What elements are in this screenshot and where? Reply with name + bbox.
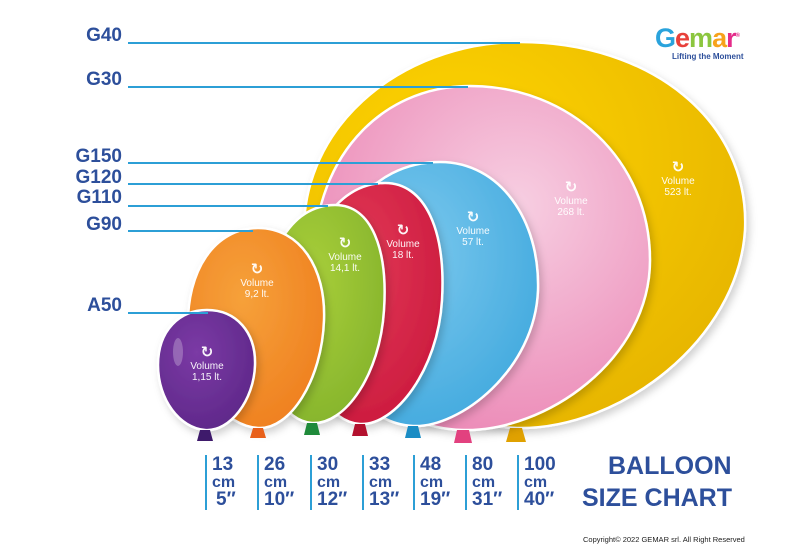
size-g40: 100 cm 40″	[517, 455, 556, 510]
guide-line-g30	[128, 86, 468, 88]
volume-value: 1,15 lt.	[191, 372, 223, 383]
model-label-g30: G30	[86, 69, 122, 90]
model-label-g150: G150	[75, 146, 122, 167]
refresh-icon: ↻	[338, 235, 352, 252]
guide-line-g120	[128, 183, 378, 185]
model-label-a50: A50	[87, 295, 122, 316]
refresh-icon: ↻	[671, 159, 685, 176]
refresh-icon: ↻	[396, 222, 410, 239]
volume-value: 57 lt.	[462, 237, 484, 248]
model-label-g90: G90	[86, 214, 122, 235]
size-g30: 80 cm 31″	[465, 455, 502, 510]
volume-label: Volume	[190, 361, 224, 372]
volume-label: Volume	[328, 252, 362, 263]
chart-title-line2: SIZE CHART	[582, 484, 732, 512]
logo-tagline: Lifting the Moment	[672, 52, 744, 61]
copyright-notice: Copyright© 2022 GEMAR srl. All Right Res…	[583, 535, 745, 544]
model-label-g120: G120	[75, 167, 122, 188]
volume-g150: ↻ Volume 57 lt.	[438, 209, 508, 249]
volume-value: 268 lt.	[557, 207, 585, 218]
gemar-logo: Gemar® Lifting the Moment	[655, 22, 744, 61]
volume-g110: ↻ Volume 14,1 lt.	[310, 235, 380, 275]
guide-line-g40	[128, 42, 520, 44]
volume-g40: ↻ Volume 523 lt.	[643, 159, 713, 199]
size-g150: 48 cm 19″	[413, 455, 450, 510]
guide-line-g90	[128, 230, 253, 232]
balloon-a50	[156, 308, 257, 441]
volume-value: 18 lt.	[392, 250, 414, 261]
volume-label: Volume	[456, 226, 490, 237]
size-g90: 26 cm 10″	[257, 455, 294, 510]
guide-line-g150	[128, 162, 433, 164]
refresh-icon: ↻	[250, 261, 264, 278]
volume-value: 14,1 lt.	[329, 263, 361, 274]
model-label-g40: G40	[86, 25, 122, 46]
volume-value: 9,2 lt.	[244, 289, 270, 300]
volume-label: Volume	[661, 176, 695, 187]
size-a50: 13 cm 5″	[205, 455, 236, 510]
refresh-icon: ↻	[564, 179, 578, 196]
volume-g90: ↻ Volume 9,2 lt.	[222, 261, 292, 301]
logo-wordmark: Gemar®	[655, 23, 740, 53]
guide-line-g110	[128, 205, 328, 207]
volume-g30: ↻ Volume 268 lt.	[536, 179, 606, 219]
size-g120: 33 cm 13″	[362, 455, 399, 510]
size-g110: 30 cm 12″	[310, 455, 347, 510]
volume-g120: ↻ Volume 18 lt.	[368, 222, 438, 262]
guide-line-a50	[128, 312, 208, 314]
volume-label: Volume	[240, 278, 274, 289]
volume-label: Volume	[554, 196, 588, 207]
model-label-g110: G110	[76, 187, 122, 208]
refresh-icon: ↻	[200, 344, 214, 361]
refresh-icon: ↻	[466, 209, 480, 226]
volume-a50: ↻ Volume 1,15 lt.	[172, 344, 242, 384]
volume-value: 523 lt.	[664, 187, 692, 198]
chart-title-line1: BALLOON	[608, 452, 732, 480]
volume-label: Volume	[386, 239, 420, 250]
